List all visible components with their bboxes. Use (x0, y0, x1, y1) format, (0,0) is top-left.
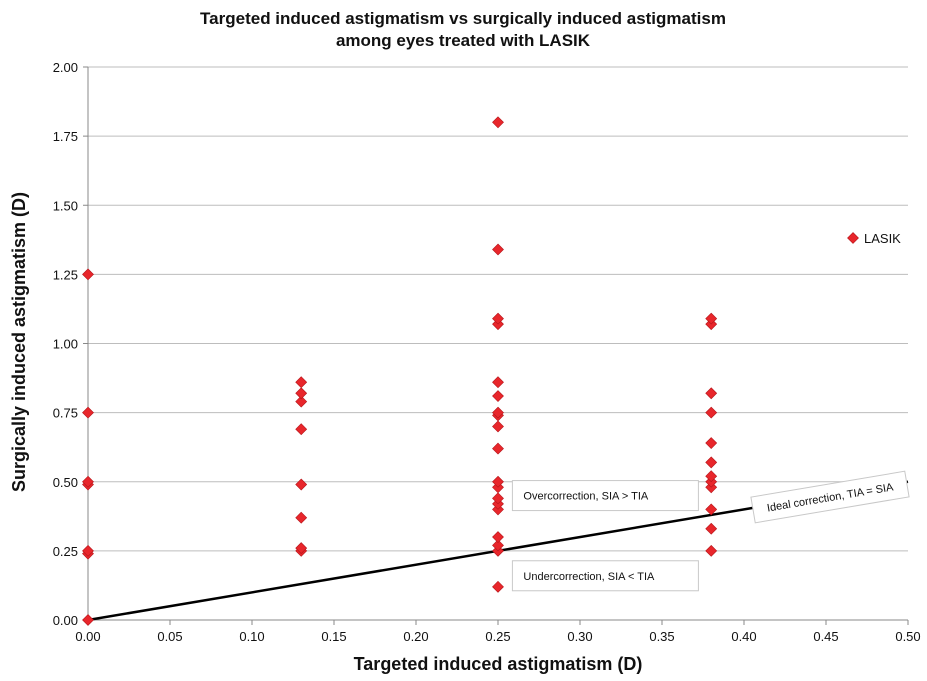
legend-marker (847, 232, 859, 244)
x-tick-label: 0.05 (157, 629, 182, 644)
chart-title-line2: among eyes treated with LASIK (336, 31, 591, 50)
y-tick-label: 0.75 (53, 406, 78, 421)
data-point (705, 456, 718, 469)
tick-labels: 0.00 0.25 0.50 0.75 1.00 1.25 1.50 1.75 2.00 0.00… (53, 60, 921, 644)
data-point (492, 580, 504, 593)
x-tick-label: 0.10 (239, 629, 264, 644)
data-point (492, 116, 504, 129)
x-tick-label: 0.25 (485, 629, 510, 644)
data-point (705, 470, 718, 483)
data-point (492, 475, 504, 488)
data-point (492, 539, 504, 552)
data-point (82, 614, 94, 626)
data-point (492, 420, 504, 433)
y-tick-label: 1.00 (53, 337, 78, 352)
data-point (82, 544, 94, 557)
annotations: Overcorrection, SIA > TIA Undercorrection… (511, 480, 699, 592)
data-point (492, 390, 504, 402)
data-point (295, 542, 308, 555)
y-tick-label: 0.50 (53, 475, 78, 490)
x-tick-label: 0.35 (649, 629, 674, 644)
data-point (82, 406, 94, 419)
y-axis-label: Surgically induced astigmatism (D) (9, 192, 29, 492)
annotation-box (511, 480, 699, 512)
y-tick-label: 1.50 (53, 198, 78, 213)
data-point (705, 544, 718, 557)
data-point (295, 423, 308, 436)
x-tick-label: 0.30 (567, 629, 592, 644)
chart-title-line1: Targeted induced astigmatism vs surgical… (200, 9, 726, 28)
legend-label: LASIK (864, 231, 901, 246)
data-point (492, 376, 504, 389)
axes (83, 66, 909, 625)
ideal-correction-label: Ideal correction, TIA = SIA (750, 470, 910, 524)
x-tick-label: 0.20 (403, 629, 428, 644)
data-point (705, 437, 718, 449)
data-point (705, 387, 718, 400)
x-tick-label: 0.50 (895, 629, 920, 644)
x-axis-label: Targeted induced astigmatism (D) (354, 654, 643, 674)
x-tick-label: 0.45 (813, 629, 838, 644)
y-tick-label: 0.00 (53, 613, 78, 628)
annotation-text: Overcorrection, SIA > TIA (523, 491, 648, 503)
data-point (705, 522, 718, 535)
data-point (295, 395, 308, 408)
data-point (492, 312, 504, 325)
data-point (295, 376, 308, 389)
data-point (492, 492, 504, 505)
y-tick-label: 1.25 (53, 267, 78, 282)
x-tick-label: 0.00 (75, 629, 100, 644)
data-point (492, 243, 504, 256)
data-point (82, 475, 94, 488)
legend: LASIK (847, 231, 901, 246)
overcorrection-annotation: Overcorrection, SIA > TIA (511, 480, 699, 512)
ideal-correction-label-box (750, 470, 910, 524)
data-point (492, 442, 504, 455)
data-point (492, 406, 504, 419)
y-tick-label: 0.25 (53, 544, 78, 559)
x-tick-label: 0.15 (321, 629, 346, 644)
data-points (82, 116, 718, 626)
data-point (705, 503, 718, 516)
data-point (295, 478, 308, 491)
data-point (82, 268, 94, 281)
data-point (705, 312, 718, 325)
data-point (295, 511, 308, 524)
annotation-text: Undercorrection, SIA < TIA (523, 571, 655, 583)
x-tick-label: 0.40 (731, 629, 756, 644)
y-tick-label: 1.75 (53, 129, 78, 144)
data-point (705, 406, 718, 419)
data-point (492, 531, 504, 543)
y-tick-label: 2.00 (53, 60, 78, 75)
undercorrection-annotation: Undercorrection, SIA < TIA (511, 560, 699, 592)
data-point (295, 387, 308, 400)
annotation-box (511, 560, 699, 592)
